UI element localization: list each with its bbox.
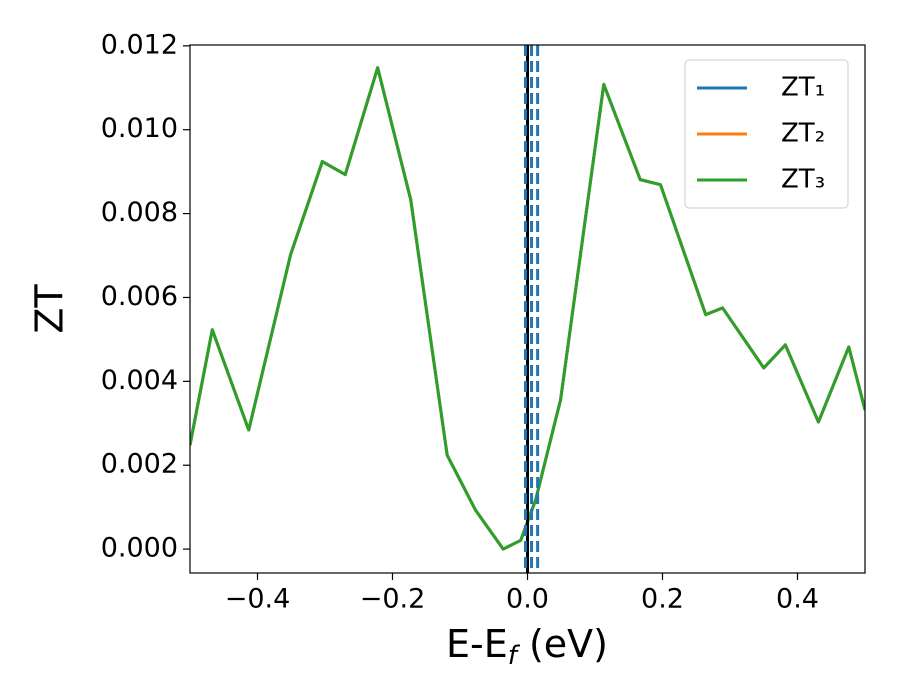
- x-tick-label: 0.2: [641, 584, 684, 615]
- y-axis-label: ZT: [28, 284, 72, 334]
- y-tick-label: 0.004: [101, 365, 178, 396]
- x-label-main: E-E: [446, 622, 508, 666]
- plot-area: [190, 45, 865, 573]
- y-tick-label: 0.002: [101, 449, 178, 480]
- y-tick-label: 0.000: [101, 533, 178, 564]
- x-tick-label: −0.2: [360, 584, 426, 615]
- legend-label: ZT₂: [781, 119, 825, 149]
- y-tick-label: 0.010: [101, 113, 178, 144]
- y-tick-label: 0.012: [101, 29, 178, 60]
- y-tick-label: 0.006: [101, 281, 178, 312]
- legend-label: ZT₁: [781, 73, 825, 103]
- legend: ZT₁ ZT₂ ZT₃: [684, 59, 849, 209]
- x-axis-label: E-Ef (eV): [446, 622, 608, 671]
- y-tick-label: 0.008: [101, 197, 178, 228]
- x-label-unit: (eV): [517, 622, 608, 666]
- x-tick-label: 0.0: [506, 584, 549, 615]
- x-tick-label: −0.4: [225, 584, 291, 615]
- legend-box: [684, 59, 849, 209]
- legend-label: ZT₃: [781, 165, 825, 195]
- x-tick-label: 0.4: [776, 584, 819, 615]
